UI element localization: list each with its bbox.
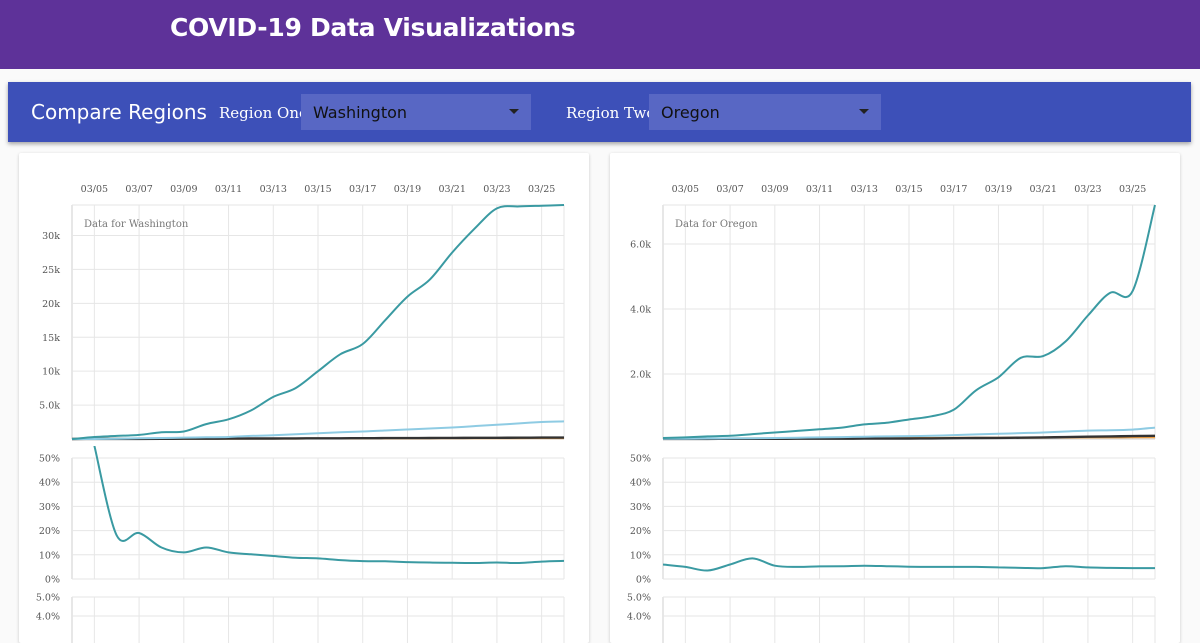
y-tick-label: 30k [42, 231, 60, 242]
x-tick-label: 03/09 [761, 184, 788, 195]
x-tick-label: 03/07 [125, 184, 152, 195]
x-tick-label: 03/11 [215, 184, 242, 195]
region-one-select[interactable]: Washington [301, 94, 531, 130]
y-tick-label: 15k [42, 333, 60, 344]
region-one-label: Region One: [219, 104, 313, 122]
app-header: COVID-19 Data Visualizations [0, 0, 1200, 69]
y-tick-label: 4.0% [36, 612, 60, 623]
y-tick-label: 10k [42, 367, 60, 378]
x-tick-label: 03/13 [851, 184, 878, 195]
chart-region-two: 03/05 03/07 03/09 03/11 03/13 03/15 03/17 03/19… [627, 184, 1156, 643]
x-tick-label: 03/11 [806, 184, 833, 195]
x-tick-label: 03/21 [1029, 184, 1056, 195]
y-tick-label: 20k [42, 299, 60, 310]
y-tick-label: 2.0k [630, 370, 651, 381]
x-tick-label: 03/25 [528, 184, 555, 195]
x-tick-label: 03/25 [1119, 184, 1146, 195]
y-tick-label: 40% [630, 478, 651, 489]
chevron-down-icon [859, 109, 869, 114]
series-confirmed-line [662, 204, 1156, 439]
x-tick-label: 03/15 [895, 184, 922, 195]
x-tick-label: 03/05 [81, 184, 108, 195]
chart-card-region-one: 03/05 03/07 03/09 03/11 03/13 03/15 03/17 03/19… [19, 153, 589, 643]
series-recovered-line [662, 426, 1156, 440]
series-rate-line [93, 446, 564, 565]
toolbar-title: Compare Regions [31, 100, 207, 124]
chart-card-region-two: 03/05 03/07 03/09 03/11 03/13 03/15 03/17 03/19… [610, 153, 1180, 643]
x-tick-label: 03/21 [438, 184, 465, 195]
y-tick-label: 0% [636, 575, 651, 586]
x-tick-label: 03/23 [483, 184, 510, 195]
chart-annotation: Data for Oregon [675, 219, 758, 230]
y-tick-label: 5.0k [39, 401, 60, 412]
y-tick-label: 40% [39, 478, 60, 489]
x-tick-label: 03/09 [170, 184, 197, 195]
chart-region-one: 03/05 03/07 03/09 03/11 03/13 03/15 03/17 03/19… [36, 184, 565, 643]
y-tick-label: 30% [39, 502, 60, 513]
series-confirmed-line [71, 204, 565, 440]
x-tick-label: 03/19 [985, 184, 1012, 195]
chart-annotation: Data for Washington [84, 219, 189, 230]
x-tick-label: 03/19 [394, 184, 421, 195]
region-one-value: Washington [313, 103, 408, 122]
y-tick-label: 0% [45, 575, 60, 586]
x-tick-label: 03/05 [672, 184, 699, 195]
series-recovered-line [71, 420, 565, 441]
y-tick-label: 4.0% [627, 612, 651, 623]
x-tick-label: 03/23 [1074, 184, 1101, 195]
region-two-label: Region Two: [566, 104, 661, 122]
x-tick-label: 03/17 [349, 184, 376, 195]
y-tick-label: 5.0% [627, 593, 651, 604]
region-two-select[interactable]: Oregon [649, 94, 881, 130]
series-rate-line [663, 557, 1155, 572]
x-tick-label: 03/07 [716, 184, 743, 195]
app-title: COVID-19 Data Visualizations [170, 13, 576, 42]
x-tick-label: 03/17 [940, 184, 967, 195]
y-tick-label: 50% [39, 454, 60, 465]
y-tick-label: 20% [630, 526, 651, 537]
y-tick-label: 10% [630, 550, 651, 561]
y-tick-label: 4.0k [630, 305, 651, 316]
y-tick-label: 30% [630, 502, 651, 513]
y-tick-label: 6.0k [630, 240, 651, 251]
compare-toolbar: Compare Regions Region One: Washington R… [8, 82, 1191, 142]
y-tick-label: 50% [630, 454, 651, 465]
x-tick-label: 03/15 [304, 184, 331, 195]
region-two-value: Oregon [661, 103, 720, 122]
y-tick-label: 20% [39, 526, 60, 537]
chevron-down-icon [509, 109, 519, 114]
y-tick-label: 10% [39, 550, 60, 561]
y-tick-label: 5.0% [36, 593, 60, 604]
y-tick-label: 25k [42, 265, 60, 276]
x-tick-label: 03/13 [260, 184, 287, 195]
